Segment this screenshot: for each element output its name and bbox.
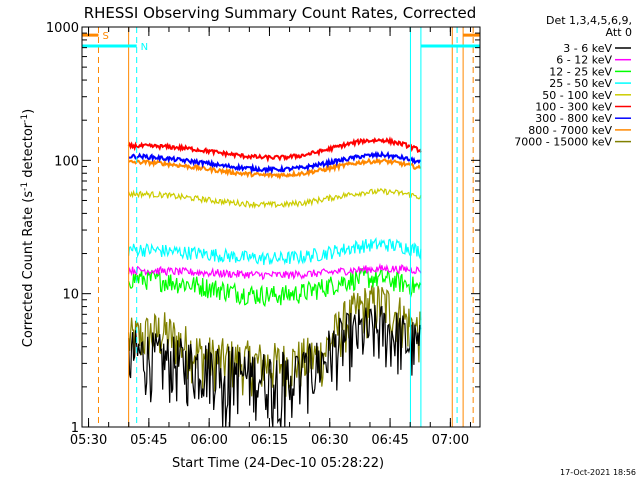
legend-label-25-50kev: 25 - 50 keV (549, 77, 612, 90)
series-line-50-100kev (128, 187, 422, 210)
series-line-300-800kev (128, 150, 422, 175)
legend-header-line1: Det 1,3,4,5,6,9, (546, 14, 632, 27)
axes: 1 10 100 1000 05:30 05:45 06:00 06:15 06:30 06:45… (46, 21, 481, 448)
legend-label-12-25kev: 12 - 25 keV (549, 65, 612, 78)
x-tick-label-0600: 06:00 (190, 433, 227, 448)
x-tick-label-0630: 06:30 (311, 433, 348, 448)
x-tick-label-0545: 05:45 (130, 433, 167, 448)
series-line-100-300kev (127, 136, 422, 163)
footer-timestamp: 17-Oct-2021 18:56 (560, 468, 636, 477)
chart-title: RHESSI Observing Summary Count Rates, Co… (84, 4, 477, 22)
legend-label-3-6kev: 3 - 6 keV (563, 42, 612, 55)
y-axis-label-close: ) (21, 109, 36, 114)
x-tick-label-0700: 07:00 (432, 433, 469, 448)
plot-frame (81, 26, 481, 428)
series-line-6-12kev (128, 262, 422, 281)
y-axis-label-sup: -1 (20, 182, 30, 191)
legend-label-300-800kev: 300 - 800 keV (535, 112, 612, 125)
plot-area: SN (82, 27, 480, 428)
series-line-25-50kev (128, 236, 422, 266)
series-line-800-7000kev (128, 156, 421, 180)
legend-label-800-7000kev: 800 - 7000 keV (528, 124, 612, 137)
x-tick-label-0645: 06:45 (371, 433, 408, 448)
flag-label-s: S (102, 31, 108, 42)
series-line-12-25kev (128, 268, 422, 308)
y-tick-label-1000: 1000 (46, 21, 79, 36)
x-tick-label-0615: 06:15 (251, 433, 288, 448)
y-axis-label: Corrected Count Rate (s-1 detector-1) (20, 109, 36, 347)
y-tick-label-1: 1 (71, 421, 79, 436)
y-tick-label-100: 100 (54, 154, 79, 169)
x-axis-label: Start Time (24-Dec-10 05:28:22) (172, 456, 384, 471)
legend-label-6-12kev: 6 - 12 keV (556, 54, 612, 67)
legend-label-7000-15000kev: 7000 - 15000 keV (514, 136, 612, 149)
legend-label-50-100kev: 50 - 100 keV (542, 89, 612, 102)
legend-label-100-300kev: 100 - 300 keV (535, 101, 612, 114)
series-line-3-6kev (128, 305, 422, 428)
y-axis-label-tail: detector (21, 122, 36, 182)
y-axis-label-sup2: -1 (20, 114, 30, 123)
y-axis-label-main: Corrected Count Rate (s (21, 191, 36, 348)
y-tick-label-10: 10 (62, 288, 79, 303)
flag-label-n: N (141, 42, 148, 53)
legend-header-line2: Att 0 (606, 26, 632, 39)
x-tick-label-0530: 05:30 (70, 433, 107, 448)
